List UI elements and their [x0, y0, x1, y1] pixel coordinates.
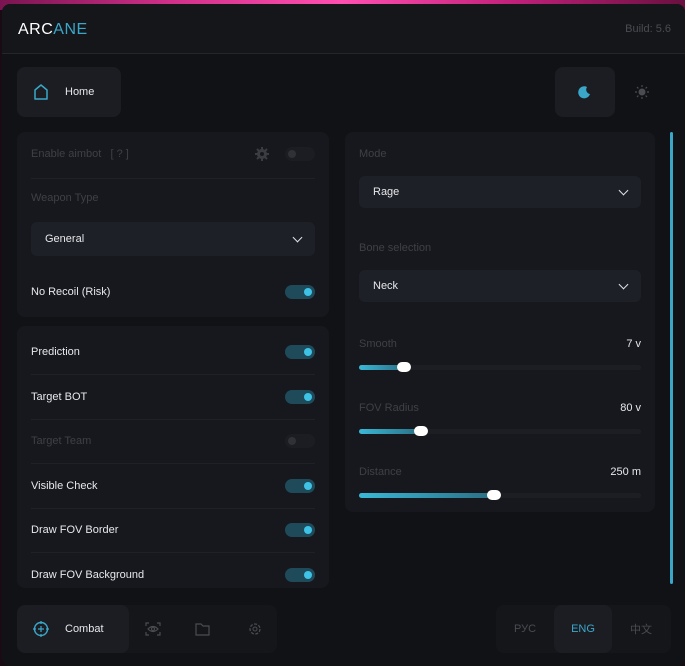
option-label: Target Team	[31, 435, 92, 447]
home-button[interactable]: Home	[17, 67, 121, 117]
option-label: Visible Check	[31, 479, 98, 492]
no-recoil-row: No Recoil (Risk)	[31, 282, 315, 302]
divider	[31, 463, 315, 464]
option-row: Target BOT	[31, 387, 315, 407]
option-label: Draw FOV Border	[31, 524, 119, 536]
option-label: Draw FOV Background	[31, 568, 145, 581]
combat-label: Combat	[65, 623, 104, 635]
mode-label: Mode	[359, 148, 387, 160]
slider-fill	[359, 365, 405, 370]
mode-dropdown[interactable]: Rage	[359, 176, 641, 208]
weapon-type-label-row: Weapon Type	[31, 188, 315, 208]
bottom-nav: Combat	[17, 605, 277, 653]
weapon-type-value: General	[45, 233, 85, 245]
chevron-down-icon	[292, 232, 303, 242]
bone-selection-value: Neck	[373, 280, 399, 292]
settings-tab[interactable]	[245, 619, 265, 639]
gear-icon[interactable]	[255, 147, 269, 161]
slider-header: FOV Radius 80 v	[359, 398, 641, 418]
option-row: Visible Check	[31, 476, 315, 496]
light-theme-button[interactable]	[615, 67, 669, 117]
language-switcher: РУС ENG 中文	[496, 605, 671, 653]
dark-theme-button[interactable]	[555, 67, 615, 117]
bone-selection-label: Bone selection	[359, 242, 432, 254]
slider-track[interactable]	[359, 490, 641, 500]
option-row: Prediction	[31, 342, 315, 362]
slider-thumb[interactable]	[487, 490, 502, 500]
mode-label-row: Mode	[359, 144, 641, 164]
language-en[interactable]: ENG	[554, 605, 612, 653]
language-zh[interactable]: 中文	[630, 624, 652, 636]
home-label: Home	[65, 86, 95, 98]
chevron-down-icon	[618, 185, 629, 195]
option-toggle[interactable]	[285, 523, 315, 537]
home-icon	[34, 84, 48, 100]
weapon-type-dropdown[interactable]: General	[31, 222, 315, 256]
folder-icon	[195, 623, 210, 636]
divider	[31, 507, 315, 509]
slider-label: FOV Radius	[359, 402, 419, 414]
crosshair-icon	[33, 621, 49, 637]
gear-icon	[249, 623, 261, 635]
sun-icon	[635, 85, 649, 99]
enable-aimbot-row: Enable aimbot [ ? ]	[31, 144, 315, 164]
build-version: Build: 5.6	[625, 23, 671, 35]
chevron-down-icon	[618, 279, 629, 289]
configs-tab[interactable]	[193, 619, 213, 639]
slider-header: Smooth 7 v	[359, 334, 641, 354]
option-toggle[interactable]	[285, 434, 315, 448]
scrollbar[interactable]	[670, 132, 673, 584]
settings-card: Mode Rage Bone selection Neck Smooth 7 v F…	[345, 132, 655, 512]
aimbot-card: Enable aimbot [ ? ] Weapon Type General …	[17, 132, 329, 317]
slider-header: Distance 250 m	[359, 462, 641, 482]
visuals-tab[interactable]	[143, 619, 163, 639]
slider-value: 250 m	[610, 466, 641, 478]
divider	[31, 552, 315, 553]
enable-aimbot-toggle[interactable]	[285, 147, 315, 161]
slider-label: Distance	[359, 466, 402, 478]
slider-label: Smooth	[359, 338, 397, 350]
logo: ARCANE	[18, 21, 88, 39]
option-toggle[interactable]	[285, 478, 315, 493]
header: ARCANE Build: 5.6	[2, 4, 685, 54]
option-toggle[interactable]	[285, 567, 315, 582]
option-toggle[interactable]	[285, 389, 315, 404]
option-row: Draw FOV Border	[31, 520, 315, 540]
language-ru[interactable]: РУС	[513, 623, 537, 635]
bone-selection-dropdown[interactable]: Neck	[359, 270, 641, 302]
help-link[interactable]: [ ? ]	[110, 148, 129, 160]
slider-track[interactable]	[359, 426, 641, 436]
slider-track[interactable]	[359, 362, 641, 372]
eye-icon	[145, 622, 161, 636]
slider-thumb[interactable]	[397, 362, 412, 372]
option-label: Prediction	[31, 346, 80, 358]
no-recoil-label: No Recoil (Risk)	[31, 286, 111, 298]
no-recoil-toggle[interactable]	[285, 285, 315, 299]
enable-aimbot-label: Enable aimbot [ ? ]	[31, 148, 129, 160]
option-row: Target Team	[31, 431, 315, 451]
option-toggle[interactable]	[285, 345, 315, 359]
slider-fill	[359, 429, 422, 434]
moon-icon	[578, 86, 590, 99]
slider-value: 80 v	[620, 402, 641, 414]
weapon-type-label: Weapon Type	[31, 192, 99, 204]
option-row: Draw FOV Background	[31, 565, 315, 585]
combat-tab[interactable]: Combat	[17, 605, 129, 653]
app-window: ARCANE Build: 5.6 Home Enable aimbot [ ?…	[2, 4, 685, 666]
option-label: Target BOT	[31, 390, 88, 403]
slider-fill	[359, 493, 495, 498]
slider-thumb[interactable]	[414, 426, 429, 436]
divider	[31, 418, 315, 420]
bone-label-row: Bone selection	[359, 238, 641, 258]
divider	[31, 374, 315, 375]
slider-value: 7 v	[626, 338, 641, 350]
logo-accent: ANE	[53, 21, 88, 38]
options-card: Prediction Target BOT Target Team Visible C…	[17, 326, 329, 588]
divider	[31, 178, 315, 179]
logo-text: ARC	[18, 21, 54, 38]
mode-value: Rage	[373, 186, 400, 198]
